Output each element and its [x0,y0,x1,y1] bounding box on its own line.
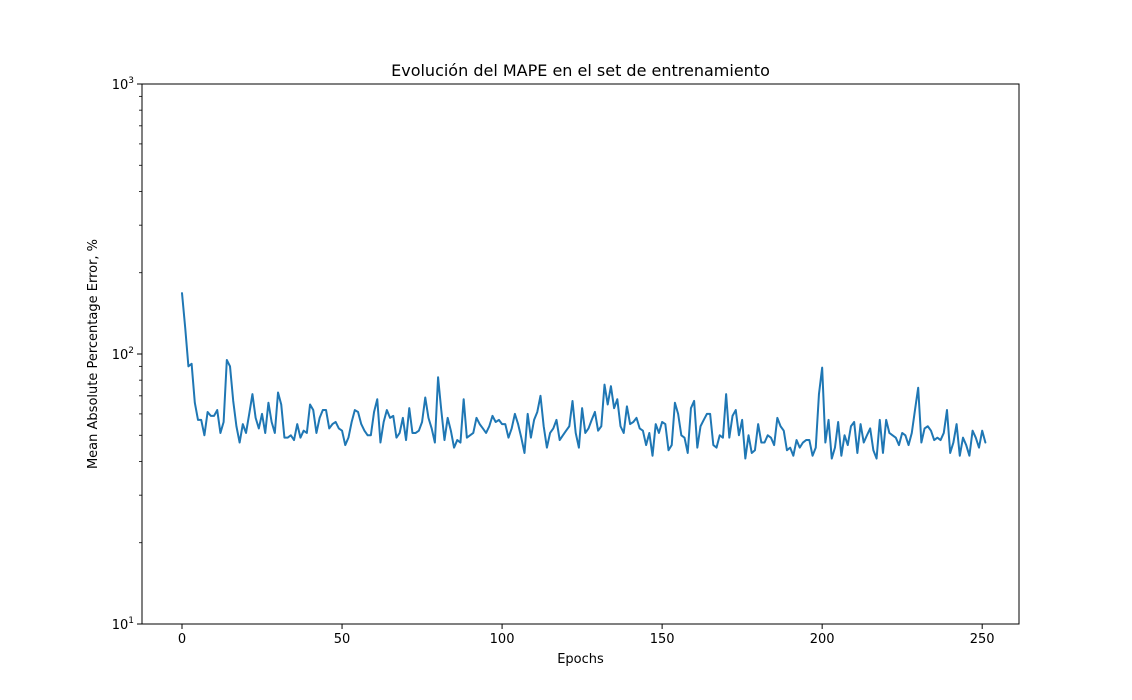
y-tick-label-base: 10 [112,348,129,363]
x-tick-label: 0 [178,632,186,647]
y-tick-label: 102 [112,346,134,363]
series-line [181,292,987,460]
y-axis-label: Mean Absolute Percentage Error, % [86,239,101,469]
y-tick-label-exponent: 1 [128,616,134,626]
y-tick-label: 103 [112,76,134,93]
y-tick-label-exponent: 3 [128,76,134,86]
y-tick-label-base: 10 [112,78,129,93]
chart-title: Evolución del MAPE en el set de entrenam… [391,61,770,80]
x-tick-label: 200 [810,632,835,647]
y-tick-label-exponent: 2 [128,346,134,356]
y-tick-label: 101 [112,616,134,633]
x-tick-label: 50 [334,632,351,647]
x-tick-label: 250 [970,632,995,647]
x-tick-label: 150 [650,632,675,647]
x-axis-label: Epochs [557,652,604,667]
plot-frame [141,83,1020,625]
x-tick-label: 100 [490,632,515,647]
y-tick-label-base: 10 [112,618,129,633]
x-axis-ticks: 0 50 100 150 200 250 [178,624,995,647]
